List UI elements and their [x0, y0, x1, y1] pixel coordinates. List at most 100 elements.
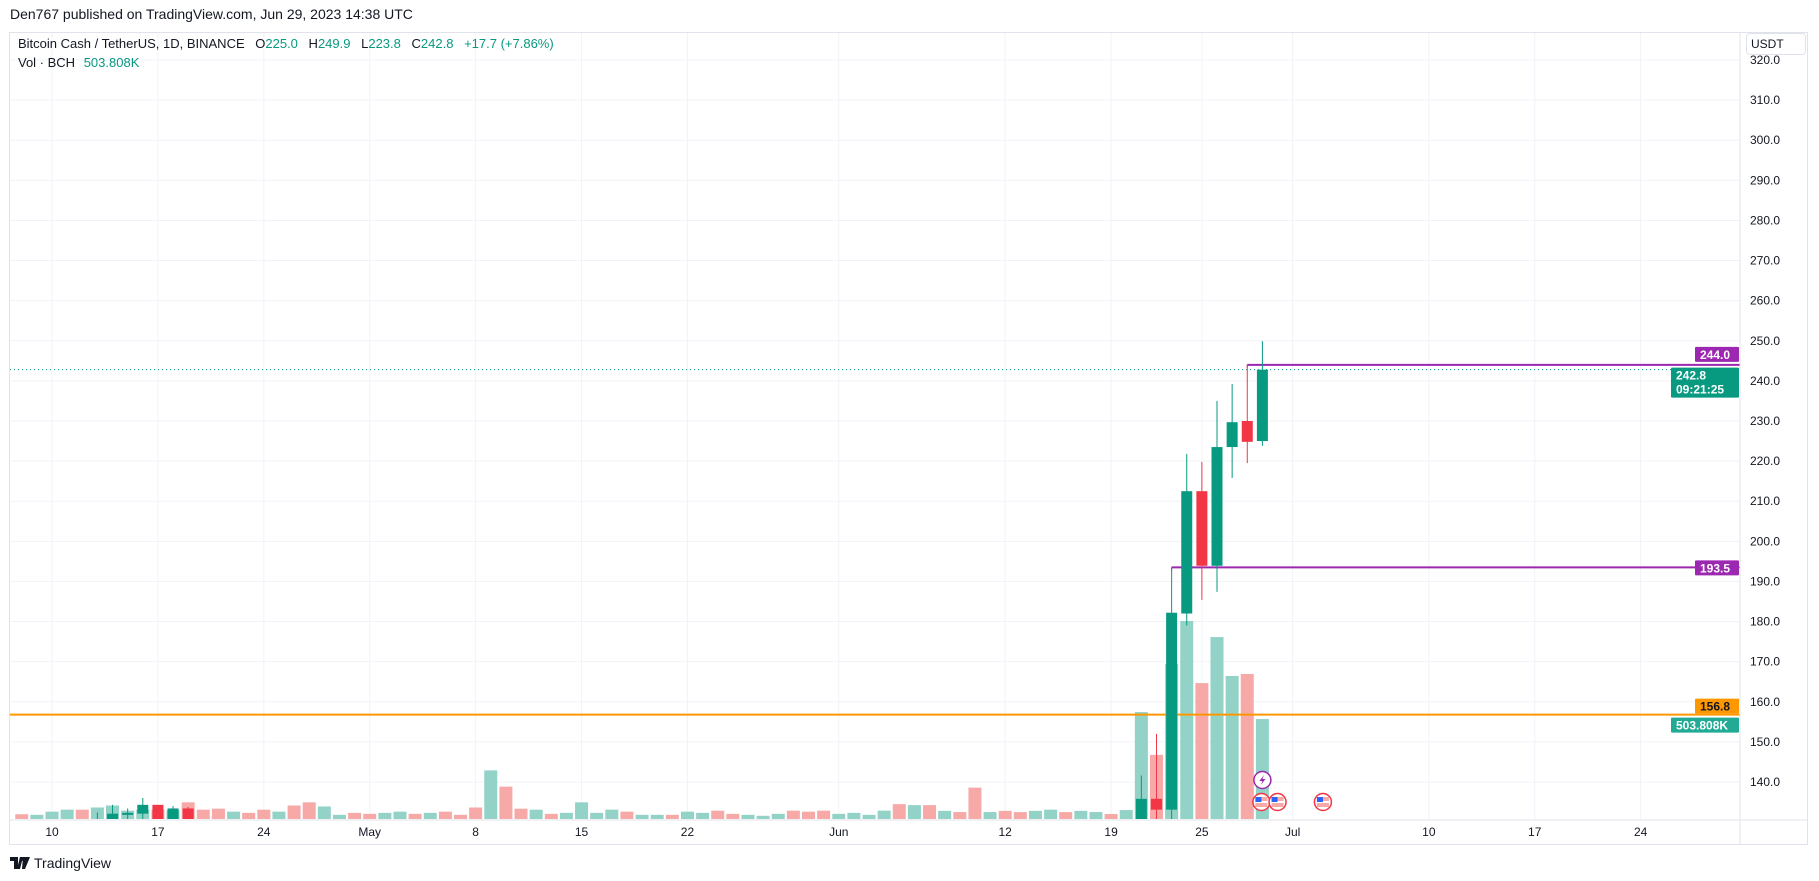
y-tick-label: 280.0	[1750, 213, 1780, 227]
candle-body	[1241, 420, 1253, 442]
candle-body	[1196, 491, 1208, 566]
y-tick-label: 230.0	[1750, 414, 1780, 428]
volume-bar	[484, 770, 498, 819]
y-tick-label: 270.0	[1750, 254, 1780, 268]
volume-bar	[665, 814, 679, 819]
open-value: 225.0	[265, 36, 298, 51]
y-tick-label: 160.0	[1750, 695, 1780, 709]
volume-bar	[257, 809, 271, 819]
volume-bar	[196, 809, 210, 819]
volume-bar	[1074, 810, 1088, 819]
y-tick-label: 300.0	[1750, 133, 1780, 147]
volume-bar	[60, 809, 74, 819]
candle-body	[1166, 612, 1178, 810]
x-tick-label: 24	[257, 825, 271, 839]
volume-bar	[1210, 637, 1224, 819]
y-tick-label: 310.0	[1750, 93, 1780, 107]
price-label-156-text: 156.8	[1700, 700, 1730, 714]
x-tick-label: 8	[472, 825, 479, 839]
volume-bar	[514, 808, 528, 819]
volume-bar	[242, 812, 256, 819]
price-label-156: 156.8	[1695, 698, 1739, 714]
x-tick-label: May	[358, 825, 381, 839]
x-tick-label: 15	[575, 825, 589, 839]
candle-body	[182, 808, 194, 819]
y-tick-label: 250.0	[1750, 334, 1780, 348]
currency-button[interactable]: USDT	[1746, 33, 1806, 55]
volume-bar	[862, 814, 876, 819]
us-flag-icon[interactable]	[1313, 792, 1333, 812]
candle-body	[122, 812, 134, 815]
volume-bar	[711, 810, 725, 819]
x-tick-label: 17	[1528, 825, 1542, 839]
volume-bar	[408, 813, 422, 819]
volume-bar	[544, 813, 558, 819]
volume-bar	[1104, 814, 1118, 819]
volume-bar	[817, 810, 831, 819]
volume-label[interactable]: Vol · BCH	[18, 55, 76, 70]
volume-bar	[771, 813, 785, 819]
price-label-193-bg	[1695, 560, 1739, 576]
volume-bar	[302, 802, 316, 819]
y-tick-label: 260.0	[1750, 294, 1780, 308]
x-tick-label: 19	[1104, 825, 1118, 839]
volume-bar	[378, 812, 392, 819]
x-tick-label: 25	[1195, 825, 1209, 839]
volume-bar	[1119, 810, 1133, 819]
us-flag-icon[interactable]	[1252, 792, 1271, 812]
volume-bar	[726, 813, 740, 819]
last-price-label: 242.809:21:25	[1671, 367, 1739, 398]
volume-price-label-text: 503.808K	[1676, 719, 1728, 733]
volume-bar	[892, 804, 906, 819]
chart-pane[interactable]	[9, 32, 1808, 845]
y-tick-label: 180.0	[1750, 615, 1780, 629]
volume-bar	[529, 809, 543, 819]
us-flag-icon[interactable]	[1268, 792, 1287, 812]
high-label: H	[308, 36, 318, 51]
volume-bar	[620, 811, 634, 819]
volume-bar	[317, 806, 331, 819]
volume-bar	[802, 811, 815, 819]
volume-bar	[454, 814, 468, 819]
volume-bar	[1059, 812, 1073, 819]
symbol-title[interactable]: Bitcoin Cash / TetherUS, 1D, BINANCE	[18, 36, 245, 51]
price-label-244-bg	[1695, 346, 1739, 362]
candle-body	[1226, 422, 1238, 448]
volume-bar	[575, 802, 589, 819]
y-tick-label: 290.0	[1750, 173, 1780, 187]
volume-bar	[650, 814, 664, 819]
volume-bar	[923, 805, 937, 819]
volume-bar	[953, 812, 967, 819]
publish-info: Den767 published on TradingView.com, Jun…	[10, 6, 413, 22]
x-tick-label: 10	[45, 825, 59, 839]
volume-price-label-bg	[1671, 717, 1739, 733]
price-label-156-bg	[1695, 698, 1739, 714]
flag-canton	[1255, 797, 1262, 802]
tradingview-logo[interactable]: TradingView	[10, 855, 111, 871]
high-value: 249.9	[317, 36, 351, 51]
volume-bar	[938, 810, 952, 819]
volume-bar	[272, 811, 286, 819]
candle-body	[1256, 369, 1268, 442]
candle-body	[1135, 798, 1147, 819]
lightning-icon[interactable]	[1253, 770, 1272, 790]
volume-bar	[983, 812, 997, 819]
volume-bar	[590, 812, 604, 819]
volume-bar	[1089, 812, 1103, 819]
volume-bar	[1028, 810, 1042, 819]
volume-bar	[741, 814, 755, 819]
change-value: +17.7 (+7.86%)	[464, 36, 554, 51]
candle-body	[167, 808, 179, 819]
y-tick-label: 200.0	[1750, 534, 1780, 548]
volume-bar	[998, 810, 1012, 819]
volume-bar	[907, 805, 921, 819]
volume-value: 503.808K	[83, 55, 140, 70]
y-tick-label: 210.0	[1750, 494, 1780, 508]
price-label-244: 244.0	[1695, 346, 1739, 362]
volume-bar	[847, 812, 861, 819]
y-tick-label: 150.0	[1750, 735, 1780, 749]
flag-canton	[1316, 797, 1323, 802]
candle-body	[92, 842, 103, 843]
volume-bar	[423, 812, 437, 819]
